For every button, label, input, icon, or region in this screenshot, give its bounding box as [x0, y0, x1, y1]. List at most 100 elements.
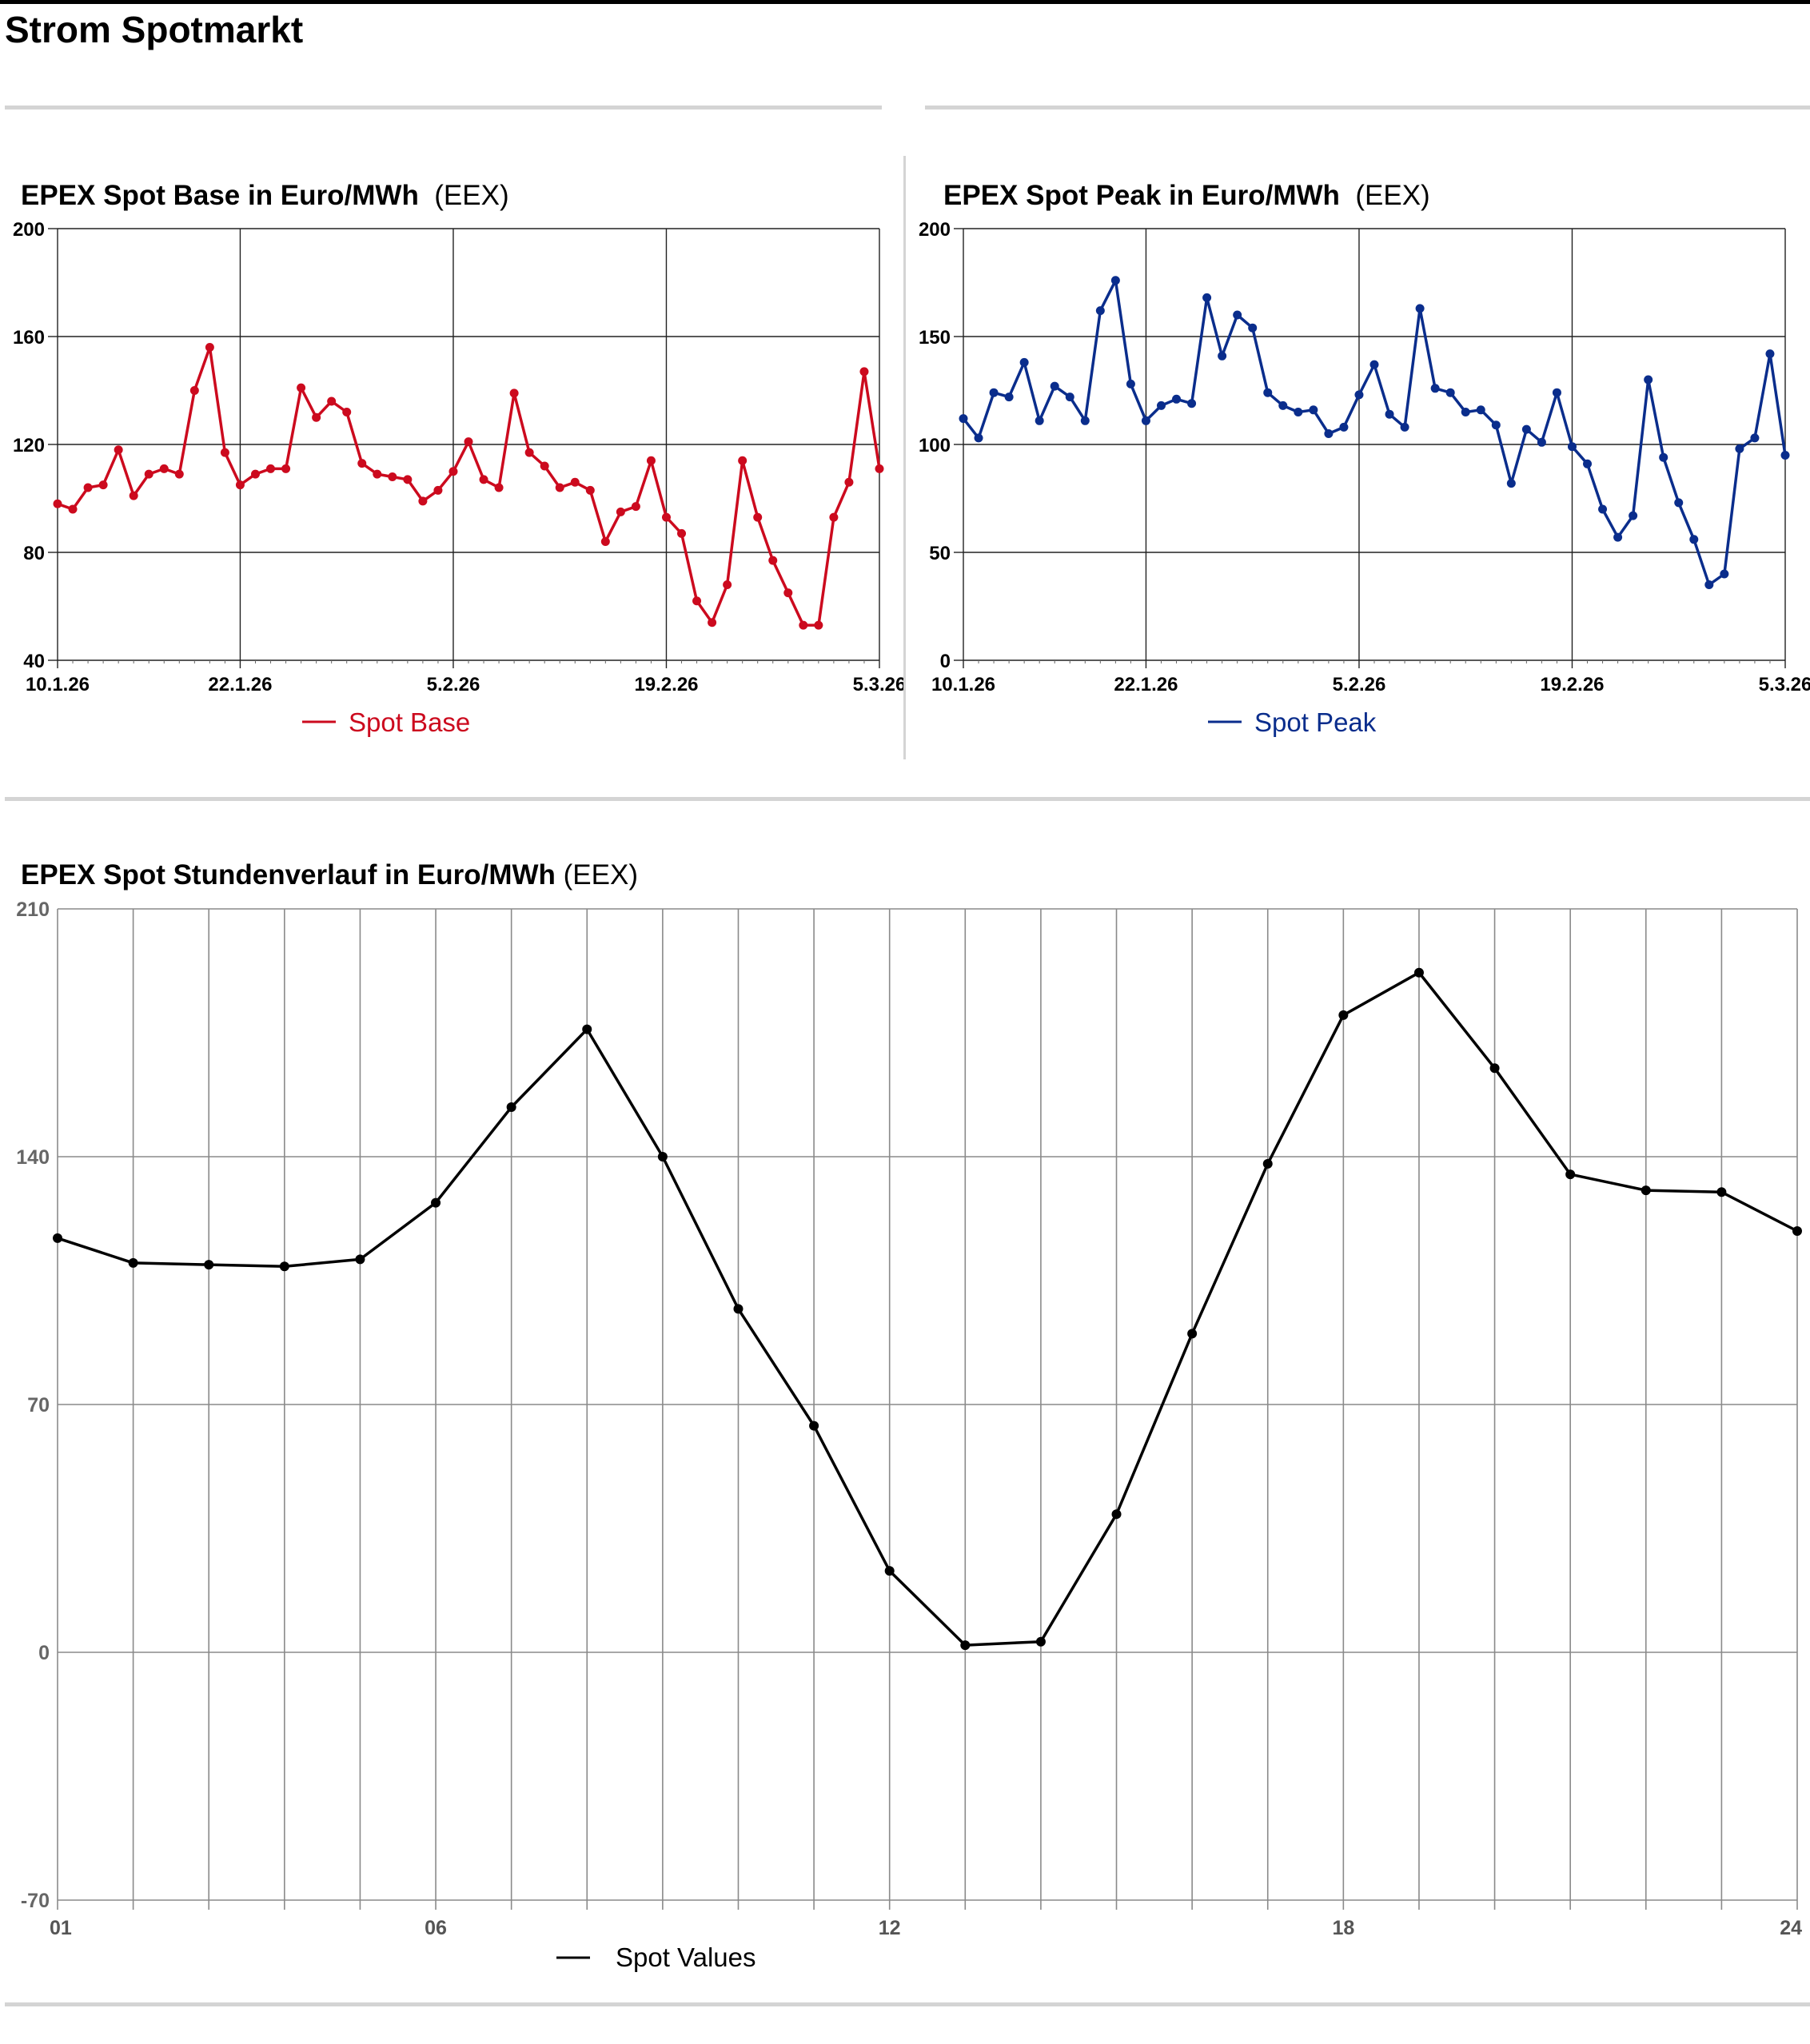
peak-chart-title: EPEX Spot Peak in Euro/MWh — [943, 180, 1340, 211]
peak-data-point — [1567, 442, 1577, 452]
hourly-data-point — [1716, 1187, 1727, 1197]
base-xtick-label: 5.2.26 — [427, 674, 480, 695]
base-data-point — [844, 477, 854, 487]
peak-ytick-label: 0 — [940, 651, 951, 672]
base-data-point — [220, 448, 229, 457]
peak-data-point — [1324, 429, 1334, 438]
base-data-point — [342, 408, 352, 416]
hourly-chart-title-row: EPEX Spot Stundenverlauf in Euro/MWh (EE… — [21, 859, 638, 891]
peak-data-point — [1263, 388, 1273, 397]
hourly-ytick-label: -70 — [21, 1890, 50, 1912]
divider-middle — [5, 797, 1810, 801]
hourly-data-point — [1792, 1226, 1802, 1236]
base-data-point — [83, 483, 93, 492]
peak-data-point — [1629, 511, 1638, 520]
base-data-point — [723, 580, 732, 589]
peak-data-point — [1537, 437, 1546, 447]
base-data-point — [159, 464, 169, 473]
base-xtick-label: 5.3.26 — [853, 674, 903, 695]
hourly-data-point — [279, 1261, 289, 1272]
base-ytick-label: 160 — [13, 327, 45, 349]
base-data-point — [646, 456, 656, 465]
peak-data-point — [1704, 580, 1714, 589]
base-data-point — [98, 480, 108, 490]
hourly-data-point — [733, 1304, 744, 1314]
hourly-data-point — [1565, 1169, 1576, 1180]
hourly-legend-label: Spot Values — [616, 1942, 756, 1972]
base-data-point — [783, 588, 793, 598]
base-data-point — [189, 386, 199, 395]
base-data-point — [297, 383, 306, 392]
base-data-point — [235, 480, 245, 490]
base-data-point — [312, 412, 321, 422]
page-title: Strom Spotmarkt — [5, 9, 304, 50]
hourly-data-point — [1413, 967, 1424, 978]
peak-data-point — [1218, 351, 1227, 361]
peak-data-point — [1583, 459, 1593, 468]
base-legend-label: Spot Base — [349, 707, 470, 737]
base-data-point — [753, 512, 763, 522]
base-data-point — [540, 461, 549, 471]
peak-data-point — [1735, 444, 1744, 453]
hourly-data-point — [1338, 1010, 1349, 1020]
peak-data-point — [1080, 416, 1090, 425]
base-data-point — [799, 620, 808, 630]
peak-data-point — [1050, 381, 1059, 391]
base-data-point — [479, 475, 488, 484]
peak-data-point — [1110, 276, 1120, 285]
base-data-point — [281, 464, 291, 473]
peak-data-point — [1233, 310, 1242, 320]
hourly-xtick-label: 24 — [1780, 1917, 1802, 1939]
divider-bottom — [5, 2002, 1810, 2006]
base-data-point — [509, 388, 519, 398]
peak-chart-source: (EEX) — [1355, 180, 1430, 211]
hourly-data-point — [1187, 1329, 1198, 1339]
peak-data-point — [1294, 408, 1303, 416]
base-data-point — [357, 459, 367, 468]
base-data-point — [68, 504, 78, 514]
peak-xtick-label: 5.3.26 — [1759, 674, 1810, 695]
hourly-data-point — [1035, 1636, 1046, 1647]
peak-data-point — [989, 388, 999, 397]
base-xtick-label: 22.1.26 — [208, 674, 272, 695]
base-data-point — [600, 537, 610, 546]
peak-data-point — [1765, 349, 1775, 359]
peak-data-point — [1750, 433, 1760, 443]
peak-ytick-label: 100 — [919, 435, 951, 456]
peak-data-point — [1278, 400, 1288, 410]
hourly-data-point — [53, 1233, 62, 1243]
hourly-data-point — [582, 1024, 592, 1034]
peak-data-point — [1644, 375, 1653, 384]
peak-data-point — [1400, 422, 1409, 432]
peak-data-point — [1354, 390, 1364, 400]
base-data-point — [875, 464, 884, 473]
base-data-point — [205, 343, 214, 352]
base-data-point — [433, 485, 443, 495]
peak-xtick-label: 19.2.26 — [1540, 674, 1604, 695]
base-data-point — [373, 469, 382, 479]
base-data-point — [616, 507, 625, 516]
base-chart-title-row: EPEX Spot Base in Euro/MWh (EEX) — [21, 180, 509, 212]
base-data-point — [403, 475, 413, 484]
base-chart-title: EPEX Spot Base in Euro/MWh — [21, 180, 419, 211]
peak-xtick-label: 5.2.26 — [1333, 674, 1386, 695]
hourly-xtick-label: 18 — [1332, 1917, 1354, 1939]
peak-data-point — [1598, 504, 1608, 514]
hourly-xtick-label: 06 — [425, 1917, 447, 1939]
base-data-point — [464, 437, 473, 447]
peak-data-point — [1065, 392, 1074, 402]
peak-data-point — [1019, 357, 1029, 367]
hourly-data-point — [657, 1152, 668, 1161]
hourly-data-point — [431, 1197, 441, 1208]
vertical-divider — [903, 156, 906, 759]
peak-data-point — [974, 433, 983, 443]
base-data-point — [859, 367, 869, 377]
hourly-chart-title: EPEX Spot Stundenverlauf in Euro/MWh — [21, 859, 556, 891]
base-data-point — [814, 620, 823, 630]
peak-data-point — [1187, 399, 1197, 408]
hourly-data-point — [1641, 1185, 1651, 1196]
base-ytick-label: 80 — [23, 543, 45, 564]
peak-data-point — [1613, 532, 1623, 542]
peak-data-point — [1674, 498, 1684, 508]
